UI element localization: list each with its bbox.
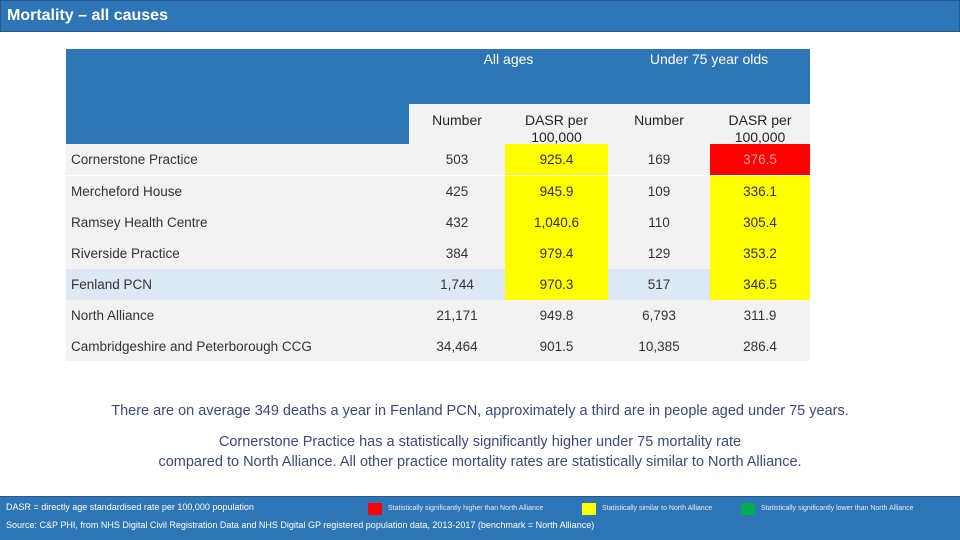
legend-label-higher: Statistically significantly higher than … (388, 505, 544, 512)
table-cell-u75-number: 6,793 (608, 300, 710, 331)
row-label: North Alliance (66, 300, 409, 331)
table-cell-u75-number: 517 (608, 269, 710, 300)
group-header-all-ages: All ages (409, 49, 608, 104)
row-label: Cornerstone Practice (66, 144, 409, 175)
table-cell-u75-dasr: 336.1 (710, 176, 810, 207)
legend-swatch-lower (741, 503, 755, 515)
row-label: Mercheford House (66, 176, 409, 207)
table-cell-u75-dasr: 286.4 (710, 331, 810, 361)
table-cell-all-number: 384 (409, 238, 505, 269)
table-cell-all-dasr: 949.8 (505, 300, 608, 331)
source-note: Source: C&P PHI, from NHS Digital Civil … (6, 520, 595, 530)
table-cell-all-dasr: 925.4 (505, 144, 608, 175)
table-cell-all-dasr: 945.9 (505, 176, 608, 207)
table-cell-all-number: 425 (409, 176, 505, 207)
group-header-under-75: Under 75 year olds (608, 49, 810, 104)
table-cell-all-dasr: 970.3 (505, 269, 608, 300)
footer: DASR = directly age standardised rate pe… (0, 496, 960, 540)
table-cell-all-number: 1,744 (409, 269, 505, 300)
title-bar: Mortality – all causes (0, 0, 960, 32)
dasr-definition: DASR = directly age standardised rate pe… (6, 502, 254, 512)
legend-swatch-higher (368, 503, 382, 515)
subheader-all-number: Number (409, 104, 505, 144)
subheader-u75-number: Number (608, 104, 710, 144)
mortality-table: All ages Under 75 year olds Number DASR … (66, 49, 810, 361)
legend-swatch-similar (582, 503, 596, 515)
legend-label-similar: Statistically similar to North Alliance (602, 505, 713, 512)
table-cell-all-number: 432 (409, 207, 505, 238)
table-cell-all-number: 503 (409, 144, 505, 175)
table-cell-u75-number: 110 (608, 207, 710, 238)
row-label: Riverside Practice (66, 238, 409, 269)
summary-note-3: compared to North Alliance. All other pr… (158, 454, 802, 470)
table-cell-all-number: 34,464 (409, 331, 505, 361)
table-cell-all-number: 21,171 (409, 300, 505, 331)
table-cell-u75-dasr: 311.9 (710, 300, 810, 331)
table-cell-u75-dasr: 346.5 (710, 269, 810, 300)
table-cell-u75-dasr: 376.5 (710, 144, 810, 175)
subheader-u75-dasr: DASR per 100,000 (710, 104, 810, 145)
row-label: Fenland PCN (66, 269, 409, 300)
summary-note-1: There are on average 349 deaths a year i… (111, 403, 849, 419)
table-cell-u75-number: 129 (608, 238, 710, 269)
legend-label-lower: Statistically significantly lower than N… (761, 505, 914, 512)
page-title: Mortality – all causes (7, 7, 168, 24)
table-header-blank (66, 49, 409, 144)
table-cell-u75-number: 109 (608, 176, 710, 207)
row-label: Cambridgeshire and Peterborough CCG (66, 331, 409, 361)
table-cell-u75-dasr: 305.4 (710, 207, 810, 238)
table-cell-u75-dasr: 353.2 (710, 238, 810, 269)
table-cell-all-dasr: 1,040.6 (505, 207, 608, 238)
subheader-all-dasr: DASR per 100,000 (505, 104, 608, 145)
table-cell-u75-number: 10,385 (608, 331, 710, 361)
table-cell-all-dasr: 901.5 (505, 331, 608, 361)
table-cell-u75-number: 169 (608, 144, 710, 175)
table-cell-all-dasr: 979.4 (505, 238, 608, 269)
row-label: Ramsey Health Centre (66, 207, 409, 238)
summary-note-2: Cornerstone Practice has a statistically… (218, 434, 742, 450)
